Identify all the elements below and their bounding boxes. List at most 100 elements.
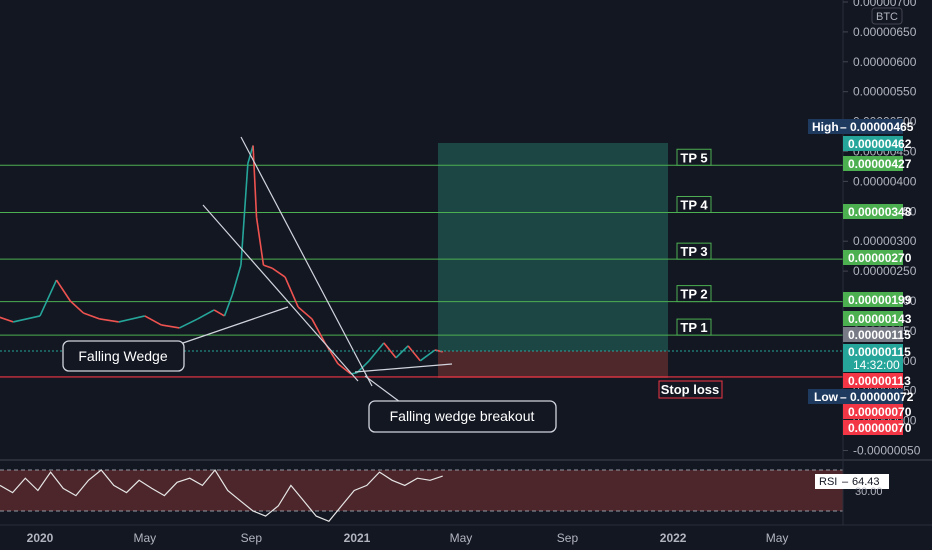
high-tag [808, 119, 903, 134]
tp-levels [0, 164, 843, 378]
price-segment [118, 315, 145, 323]
tag-070-b [843, 420, 903, 435]
price-segment [213, 309, 225, 317]
rsi-line [0, 468, 443, 523]
price-series [0, 145, 443, 375]
price-segment [197, 309, 215, 320]
price-segment [255, 217, 265, 266]
tag-199 [843, 292, 903, 307]
low-tag [808, 389, 903, 404]
high-label: High [812, 120, 839, 134]
callout-text: Falling Wedge [78, 348, 167, 364]
stop-loss-box [658, 380, 723, 399]
price-segment [271, 267, 286, 278]
high-value: 0.00000465 [850, 120, 914, 134]
price-segment [356, 360, 370, 374]
countdown-text: 14:32:00 [853, 358, 900, 372]
y-tick-label: 0.00000300 [853, 234, 917, 248]
tp-label: TP 1 [680, 320, 707, 335]
falling-wedge-callout[interactable]: Falling Wedge [62, 340, 185, 372]
rsi-legend-box [815, 474, 889, 489]
stop-loss-text: Stop loss [661, 382, 720, 397]
tag-115-green [843, 344, 903, 372]
loss-zone[interactable] [438, 351, 668, 378]
price-segment [252, 145, 258, 218]
price-segment [284, 276, 299, 308]
tp-label: TP 5 [680, 150, 707, 165]
price-segment [223, 294, 234, 317]
price-segment [83, 312, 101, 320]
stop-loss-label[interactable]: Stop loss [658, 380, 723, 399]
svg-text:–: – [840, 120, 847, 134]
tag-115-grey-text: 0.00000115 [848, 328, 911, 342]
price-segment [368, 342, 385, 362]
price-segment [12, 315, 41, 323]
y-tick-label: 0.00000700 [853, 0, 917, 9]
price-segment [240, 163, 249, 266]
rsi-band [0, 470, 843, 511]
price-segment [0, 316, 14, 323]
rsi-legend[interactable]: RSI – 64.43 30.00 [815, 474, 889, 498]
price-segment [383, 342, 397, 359]
price-segment [434, 349, 443, 353]
svg-text:–: – [840, 390, 847, 404]
tp-label-box [676, 318, 712, 336]
time-axis[interactable]: 2020 May Sep 2021 May Sep 2022 May [27, 531, 789, 545]
tag-462-text: 0.00000462 [848, 137, 912, 151]
price-segment [179, 318, 198, 329]
rsi-label: RSI [819, 476, 837, 488]
price-segment [297, 306, 313, 320]
tag-143 [843, 311, 903, 326]
svg-text:–: – [842, 476, 849, 488]
x-tick-label: 2020 [27, 531, 54, 545]
price-segment [144, 315, 162, 326]
price-segment [99, 318, 119, 323]
breakout-callout[interactable]: Falling wedge breakout [368, 400, 557, 433]
y-tick-label: 0.00000550 [853, 85, 917, 99]
tag-348 [843, 204, 903, 219]
tag-427-text: 0.00000427 [848, 157, 912, 171]
currency-label: BTC [876, 11, 898, 23]
price-segment [69, 300, 84, 314]
price-segment [407, 345, 421, 362]
rsi-level-text: 30.00 [855, 486, 883, 498]
wedge-lower-line [202, 204, 359, 382]
tp-label-box [676, 195, 712, 213]
wedge-upper-line [240, 136, 373, 387]
tag-113-stop [843, 373, 903, 388]
tp-label: TP 2 [680, 287, 707, 302]
x-tick-label: Sep [557, 531, 579, 545]
callout-text: Falling wedge breakout [390, 408, 535, 424]
callout-box [368, 400, 557, 433]
tag-113-text: 0.00000113 [848, 374, 911, 388]
price-segment [395, 345, 409, 359]
tag-348-text: 0.00000348 [848, 205, 912, 219]
x-tick-label: 2021 [344, 531, 371, 545]
tp-label: TP 3 [680, 244, 707, 259]
tp-label-box [676, 148, 712, 166]
tag-143-text: 0.00000143 [848, 312, 912, 326]
y-tick-label: -0.00000050 [853, 444, 921, 458]
y-tick-label: 0.00000600 [853, 55, 917, 69]
breakout-line [354, 363, 453, 373]
low-label: Low [814, 390, 839, 404]
x-tick-label: May [133, 531, 156, 545]
x-tick-label: Sep [241, 531, 263, 545]
wedge-lines [179, 136, 453, 403]
tag-199-text: 0.00000199 [848, 293, 912, 307]
callout-pointer-2 [364, 375, 401, 403]
price-segment [55, 279, 71, 302]
tag-462 [843, 136, 903, 151]
profit-zone[interactable] [438, 143, 668, 351]
tag-115-green-text: 0.00000115 [848, 345, 911, 359]
x-tick-label: 2022 [660, 531, 687, 545]
tag-070-a-text: 0.00000070 [848, 405, 912, 419]
tp-label: TP 4 [680, 197, 708, 212]
tp-label-box [676, 242, 712, 260]
y-tick-label: 0.00000650 [853, 25, 917, 39]
tag-270-text: 0.00000270 [848, 251, 912, 265]
price-segment [161, 324, 180, 329]
currency-badge: BTC [871, 7, 903, 25]
y-tick-label: 0.00000400 [853, 174, 917, 188]
